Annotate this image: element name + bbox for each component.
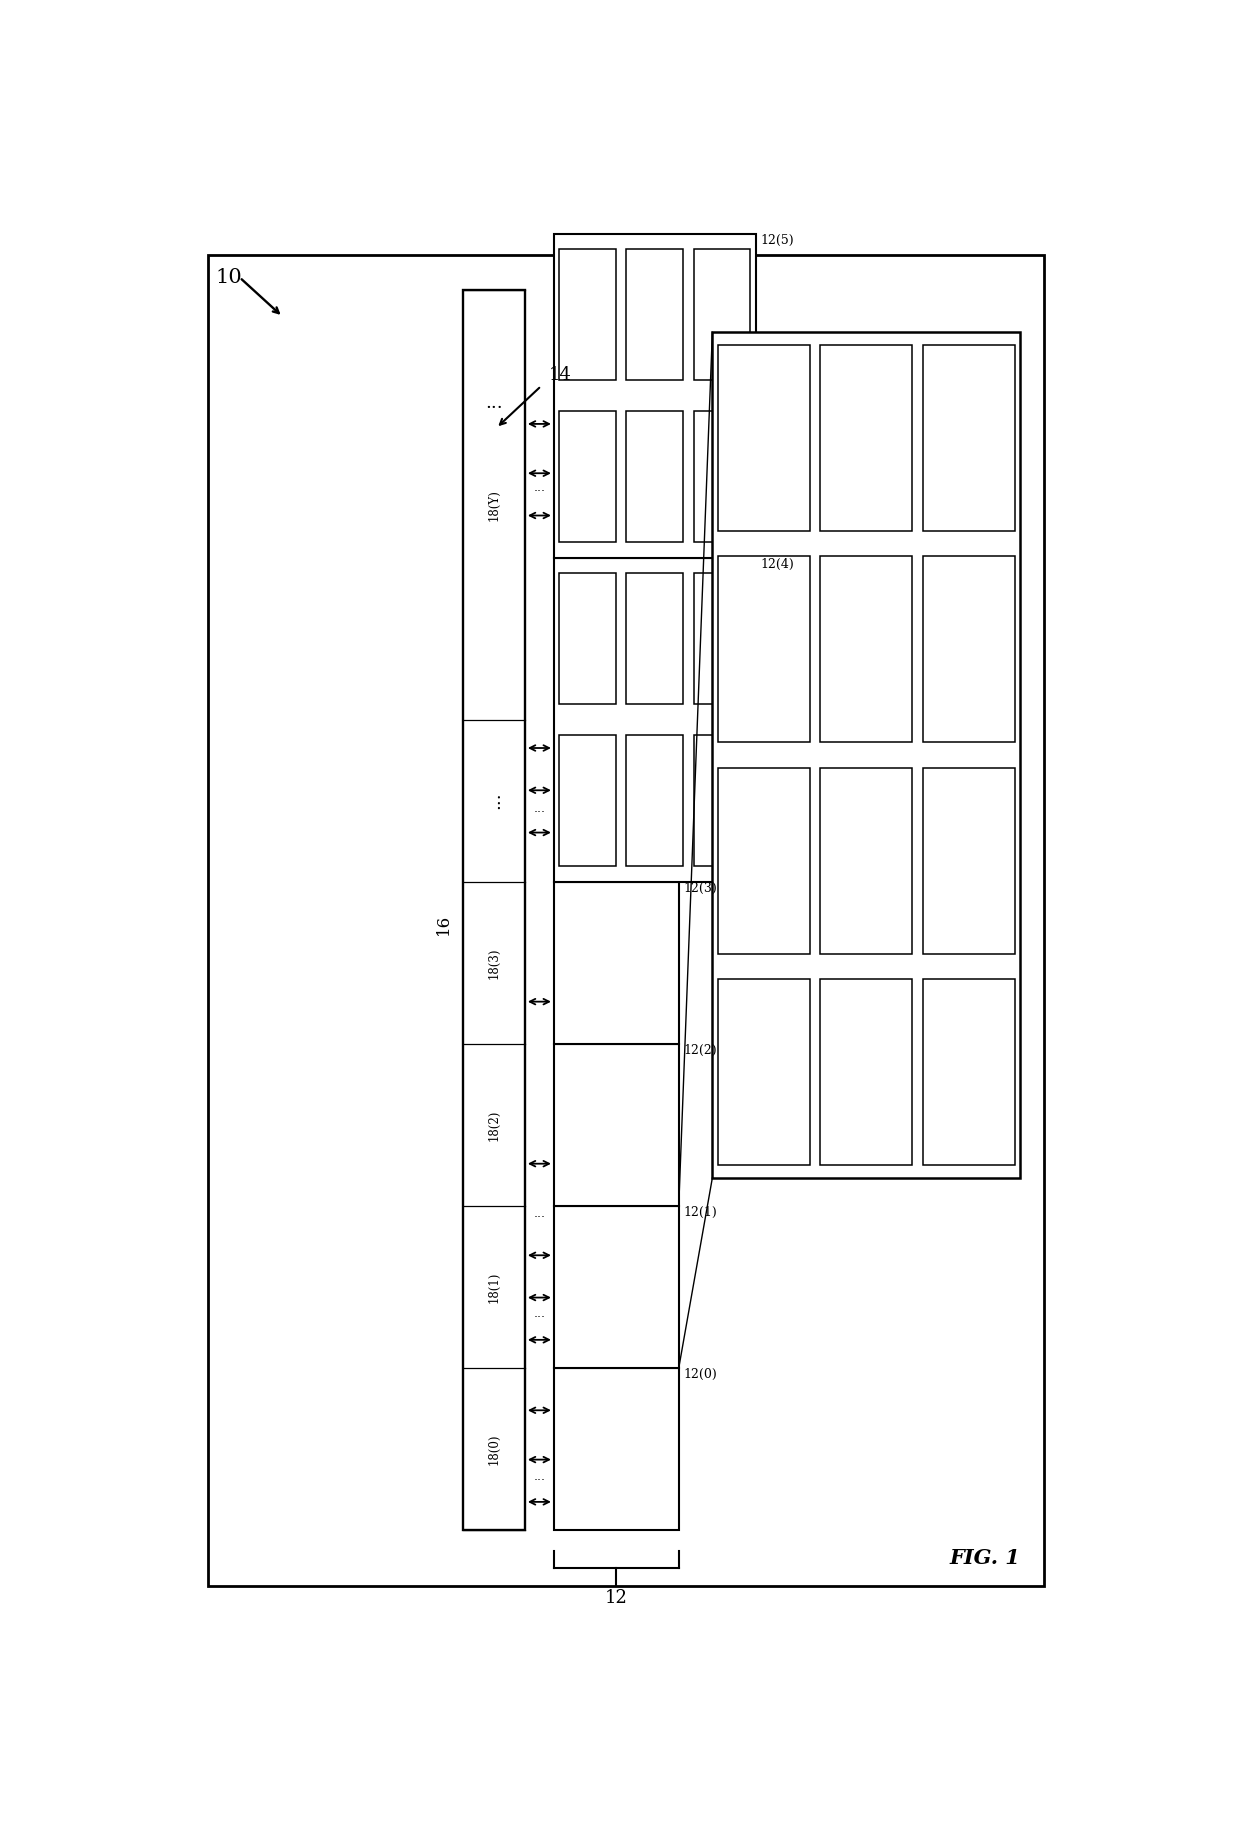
- Bar: [626, 573, 683, 705]
- Bar: [554, 1043, 678, 1206]
- Bar: [554, 1369, 678, 1530]
- Bar: [923, 979, 1014, 1166]
- Text: ...: ...: [533, 481, 546, 494]
- Text: 12(4): 12(4): [760, 558, 794, 571]
- Bar: [554, 882, 678, 1043]
- Bar: [626, 412, 683, 542]
- Bar: [820, 979, 913, 1166]
- Bar: [718, 556, 810, 743]
- Bar: [718, 346, 810, 531]
- Text: ...: ...: [485, 393, 502, 412]
- Text: 18(2): 18(2): [487, 1109, 500, 1140]
- Text: 14: 14: [549, 366, 572, 384]
- Bar: [554, 558, 755, 882]
- Text: ...: ...: [485, 791, 502, 809]
- Bar: [718, 769, 810, 953]
- Bar: [923, 769, 1014, 953]
- Bar: [626, 736, 683, 866]
- Text: 12(2): 12(2): [683, 1043, 717, 1058]
- Bar: [463, 289, 525, 1530]
- Bar: [559, 412, 616, 542]
- Text: 12(1): 12(1): [683, 1206, 717, 1219]
- Text: 12(3): 12(3): [683, 882, 717, 895]
- Bar: [693, 736, 750, 866]
- Bar: [820, 346, 913, 531]
- Bar: [559, 736, 616, 866]
- Bar: [693, 249, 750, 381]
- Bar: [693, 573, 750, 705]
- Text: 16: 16: [435, 913, 451, 935]
- Text: ...: ...: [533, 1307, 546, 1319]
- Text: 10: 10: [216, 267, 242, 287]
- Text: 12(5): 12(5): [760, 234, 794, 247]
- Bar: [208, 254, 1044, 1587]
- Bar: [923, 556, 1014, 743]
- Text: 18(0): 18(0): [487, 1433, 500, 1464]
- Text: 18(3): 18(3): [487, 948, 500, 979]
- Bar: [820, 769, 913, 953]
- Text: ...: ...: [533, 1469, 546, 1482]
- Text: 12(0): 12(0): [683, 1369, 717, 1382]
- Text: 18(1): 18(1): [487, 1272, 500, 1303]
- Bar: [718, 979, 810, 1166]
- Text: ...: ...: [533, 1206, 546, 1219]
- Bar: [712, 333, 1019, 1179]
- Bar: [626, 249, 683, 381]
- Text: 18(Y): 18(Y): [487, 489, 500, 522]
- Bar: [693, 412, 750, 542]
- Bar: [559, 573, 616, 705]
- Text: FIG. 1: FIG. 1: [949, 1548, 1019, 1568]
- Bar: [554, 234, 755, 558]
- Bar: [923, 346, 1014, 531]
- Text: ...: ...: [533, 802, 546, 814]
- Bar: [559, 249, 616, 381]
- Bar: [820, 556, 913, 743]
- Text: 12: 12: [605, 1588, 627, 1607]
- Bar: [554, 1206, 678, 1369]
